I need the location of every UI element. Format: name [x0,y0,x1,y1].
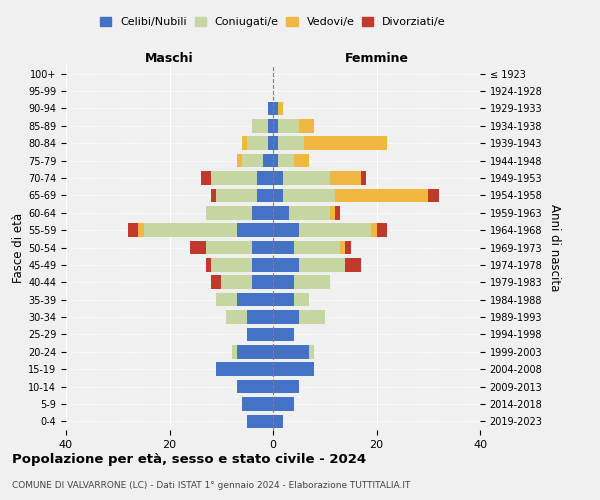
Bar [206,240,253,254]
Bar [273,102,278,115]
Bar [247,136,268,150]
Bar [273,276,294,289]
Bar [273,328,294,341]
Bar [211,276,221,289]
Bar [206,206,253,220]
Bar [273,362,314,376]
Bar [253,240,273,254]
Bar [211,171,257,185]
Bar [361,171,366,185]
Y-axis label: Fasce di età: Fasce di età [12,212,25,282]
Bar [211,188,216,202]
Bar [294,293,309,306]
Bar [268,102,273,115]
Bar [428,188,439,202]
Bar [340,240,346,254]
Bar [273,224,299,237]
Bar [273,397,294,410]
Bar [299,310,325,324]
Bar [294,276,330,289]
Bar [330,206,335,220]
Bar [273,171,283,185]
Bar [268,136,273,150]
Legend: Celibi/Nubili, Coniugati/e, Vedovi/e, Divorziati/e: Celibi/Nubili, Coniugati/e, Vedovi/e, Di… [96,12,450,32]
Bar [211,258,253,272]
Bar [247,414,273,428]
Bar [268,119,273,132]
Bar [304,136,387,150]
Y-axis label: Anni di nascita: Anni di nascita [548,204,561,291]
Bar [200,171,211,185]
Bar [237,380,273,394]
Bar [273,154,278,168]
Bar [139,224,143,237]
Bar [237,345,273,358]
Bar [221,276,253,289]
Bar [273,414,283,428]
Bar [273,136,278,150]
Bar [253,258,273,272]
Bar [294,240,340,254]
Bar [206,258,211,272]
Bar [273,188,283,202]
Bar [143,224,237,237]
Bar [190,240,206,254]
Bar [294,154,309,168]
Bar [263,154,273,168]
Bar [278,119,299,132]
Bar [237,154,242,168]
Bar [247,310,273,324]
Bar [377,224,387,237]
Bar [216,362,273,376]
Bar [273,310,299,324]
Bar [283,188,335,202]
Bar [242,397,273,410]
Bar [299,258,346,272]
Bar [335,206,340,220]
Bar [278,102,283,115]
Bar [299,119,314,132]
Bar [237,293,273,306]
Bar [273,206,289,220]
Bar [273,293,294,306]
Text: COMUNE DI VALVARRONE (LC) - Dati ISTAT 1° gennaio 2024 - Elaborazione TUTTITALIA: COMUNE DI VALVARRONE (LC) - Dati ISTAT 1… [12,481,410,490]
Bar [278,136,304,150]
Text: Maschi: Maschi [145,52,194,65]
Bar [273,240,294,254]
Bar [273,258,299,272]
Bar [273,119,278,132]
Bar [257,171,273,185]
Bar [330,171,361,185]
Bar [346,258,361,272]
Text: Femmine: Femmine [344,52,409,65]
Bar [283,171,330,185]
Bar [273,380,299,394]
Bar [257,188,273,202]
Bar [128,224,139,237]
Bar [335,188,428,202]
Bar [289,206,330,220]
Bar [346,240,350,254]
Bar [242,154,263,168]
Bar [242,136,247,150]
Bar [252,119,268,132]
Bar [299,224,371,237]
Bar [216,188,257,202]
Bar [309,345,314,358]
Bar [278,154,294,168]
Bar [232,345,237,358]
Bar [273,345,309,358]
Bar [371,224,377,237]
Bar [253,206,273,220]
Bar [226,310,247,324]
Bar [216,293,237,306]
Bar [237,224,273,237]
Text: Popolazione per età, sesso e stato civile - 2024: Popolazione per età, sesso e stato civil… [12,452,366,466]
Bar [253,276,273,289]
Bar [247,328,273,341]
